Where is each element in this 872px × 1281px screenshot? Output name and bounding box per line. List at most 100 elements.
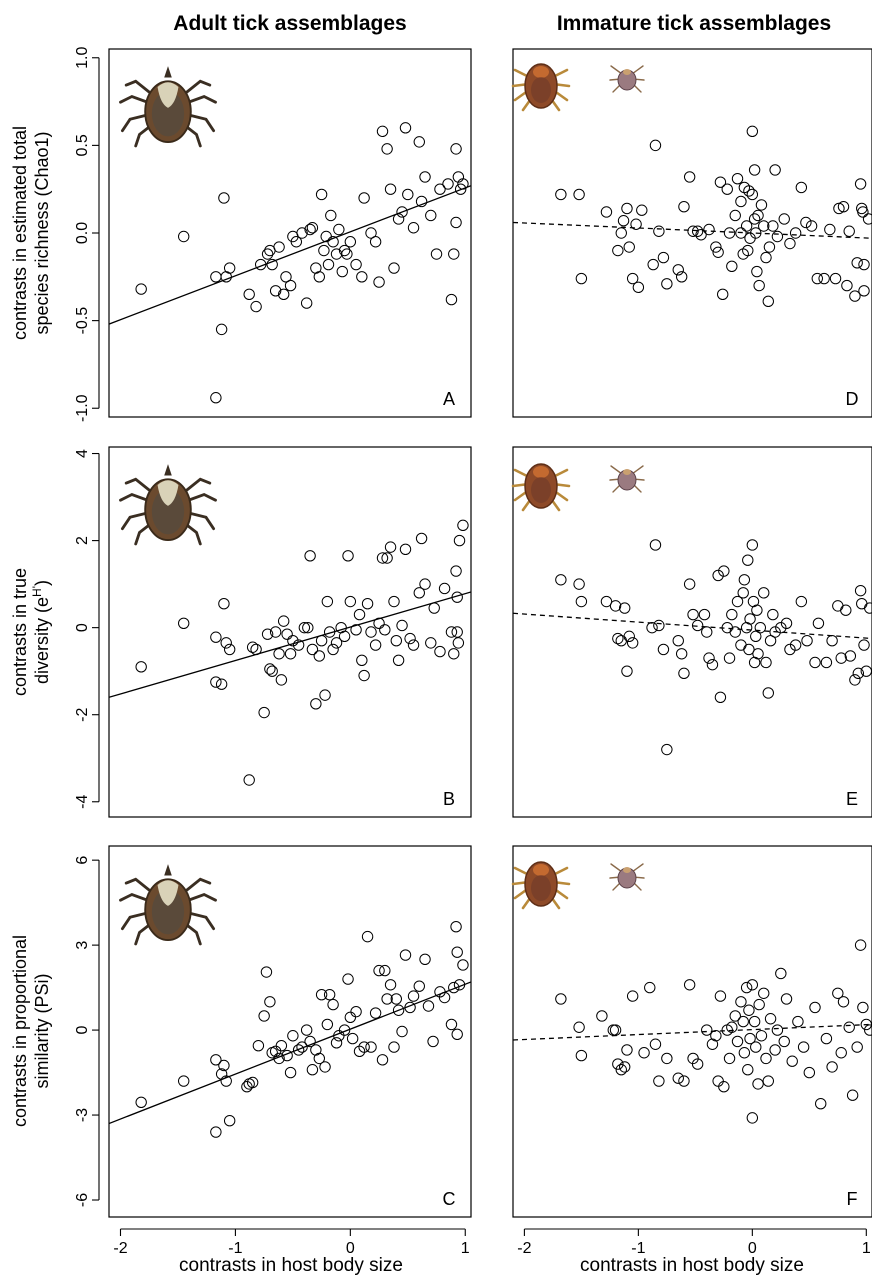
data-point (451, 946, 463, 958)
data-point (269, 285, 282, 297)
data-point (306, 222, 319, 234)
data-point (710, 241, 722, 253)
data-point (748, 164, 761, 176)
data-point (797, 1041, 810, 1053)
points-b (109, 519, 471, 786)
data-point (223, 643, 236, 656)
data-point (210, 392, 222, 404)
data-point (381, 552, 393, 564)
adult-tick-image-b (119, 462, 217, 546)
data-point (223, 262, 236, 274)
data-point (743, 185, 755, 197)
data-point (609, 1024, 622, 1036)
data-point (434, 645, 446, 658)
data-point (575, 595, 588, 608)
y-axis-label-b-line2: diversity (eH') (30, 580, 52, 684)
data-point (843, 1021, 855, 1033)
data-point (250, 300, 262, 313)
data-point (392, 1004, 405, 1016)
data-point (302, 621, 314, 634)
data-point (646, 621, 658, 634)
data-point (246, 641, 259, 653)
data-point (746, 188, 759, 201)
data-point (854, 178, 867, 190)
data-point (695, 229, 707, 241)
data-point (623, 241, 635, 253)
data-point (815, 1098, 827, 1110)
data-point (287, 1030, 299, 1042)
data-point (738, 1047, 751, 1059)
data-point (399, 122, 412, 134)
data-point (737, 248, 749, 260)
data-point (415, 532, 428, 545)
data-point (315, 988, 328, 1001)
data-point (573, 188, 585, 201)
data-point (310, 698, 322, 710)
y-axis-label-b-line1: contrasts in true (10, 568, 30, 696)
data-point (714, 176, 727, 188)
data-point (381, 993, 393, 1005)
data-point (266, 258, 278, 271)
data-point (407, 639, 420, 651)
panel-b: -4 -2 0 2 4 B (74, 446, 472, 818)
data-point (789, 227, 802, 239)
data-point (743, 1004, 755, 1016)
data-point (321, 1018, 334, 1031)
data-point (672, 1072, 684, 1084)
y-axis-label-a-line2: species richness (Chao1) (32, 131, 52, 334)
data-point (618, 1061, 631, 1073)
data-point (744, 1032, 756, 1045)
points-e (513, 539, 872, 756)
y-tick-label-a: -1.0 (74, 394, 91, 422)
data-point (358, 192, 370, 204)
data-point (338, 244, 351, 257)
points-f (513, 939, 872, 1124)
data-point (712, 569, 724, 582)
data-point (384, 979, 397, 991)
data-point (657, 643, 670, 656)
data-point (755, 1030, 768, 1042)
data-point (379, 624, 391, 636)
data-point (653, 619, 665, 632)
data-point (753, 279, 765, 292)
larva-tick-image-e (609, 465, 645, 493)
data-point (600, 206, 613, 218)
data-point (573, 578, 585, 590)
regression-line-a (109, 185, 471, 325)
plot-frame-c (108, 845, 472, 1218)
data-point (826, 1061, 838, 1073)
data-point (862, 213, 872, 225)
data-point (292, 1044, 305, 1056)
data-point (453, 534, 466, 547)
data-point (726, 608, 738, 621)
regression-line-b (109, 591, 471, 698)
data-point (829, 272, 842, 285)
data-point (726, 1021, 738, 1033)
data-point (760, 1052, 772, 1065)
data-point (284, 648, 297, 660)
data-point (210, 676, 222, 688)
data-point (575, 1049, 588, 1062)
data-point (623, 630, 635, 643)
data-point (341, 248, 353, 260)
data-point (735, 996, 747, 1008)
data-point (683, 578, 696, 590)
panel-a: -1.0 -0.5 0.0 0.5 1.0 A (74, 47, 472, 422)
data-point (451, 1028, 463, 1041)
data-point (858, 285, 870, 297)
data-point (849, 290, 861, 302)
data-point (751, 265, 763, 278)
data-point (252, 1039, 265, 1052)
data-point (764, 635, 777, 647)
data-point (215, 678, 228, 690)
panel-c: -6 -3 0 3 6 -2 -1 0 1 C (74, 845, 472, 1257)
data-point (718, 565, 730, 577)
data-point (778, 213, 790, 225)
data-point (858, 639, 870, 651)
y-tick-label-c: -3 (74, 1108, 91, 1122)
y-tick-label-b: 4 (74, 449, 91, 458)
data-point (729, 1010, 741, 1022)
data-point (712, 246, 724, 258)
data-point (647, 258, 659, 271)
